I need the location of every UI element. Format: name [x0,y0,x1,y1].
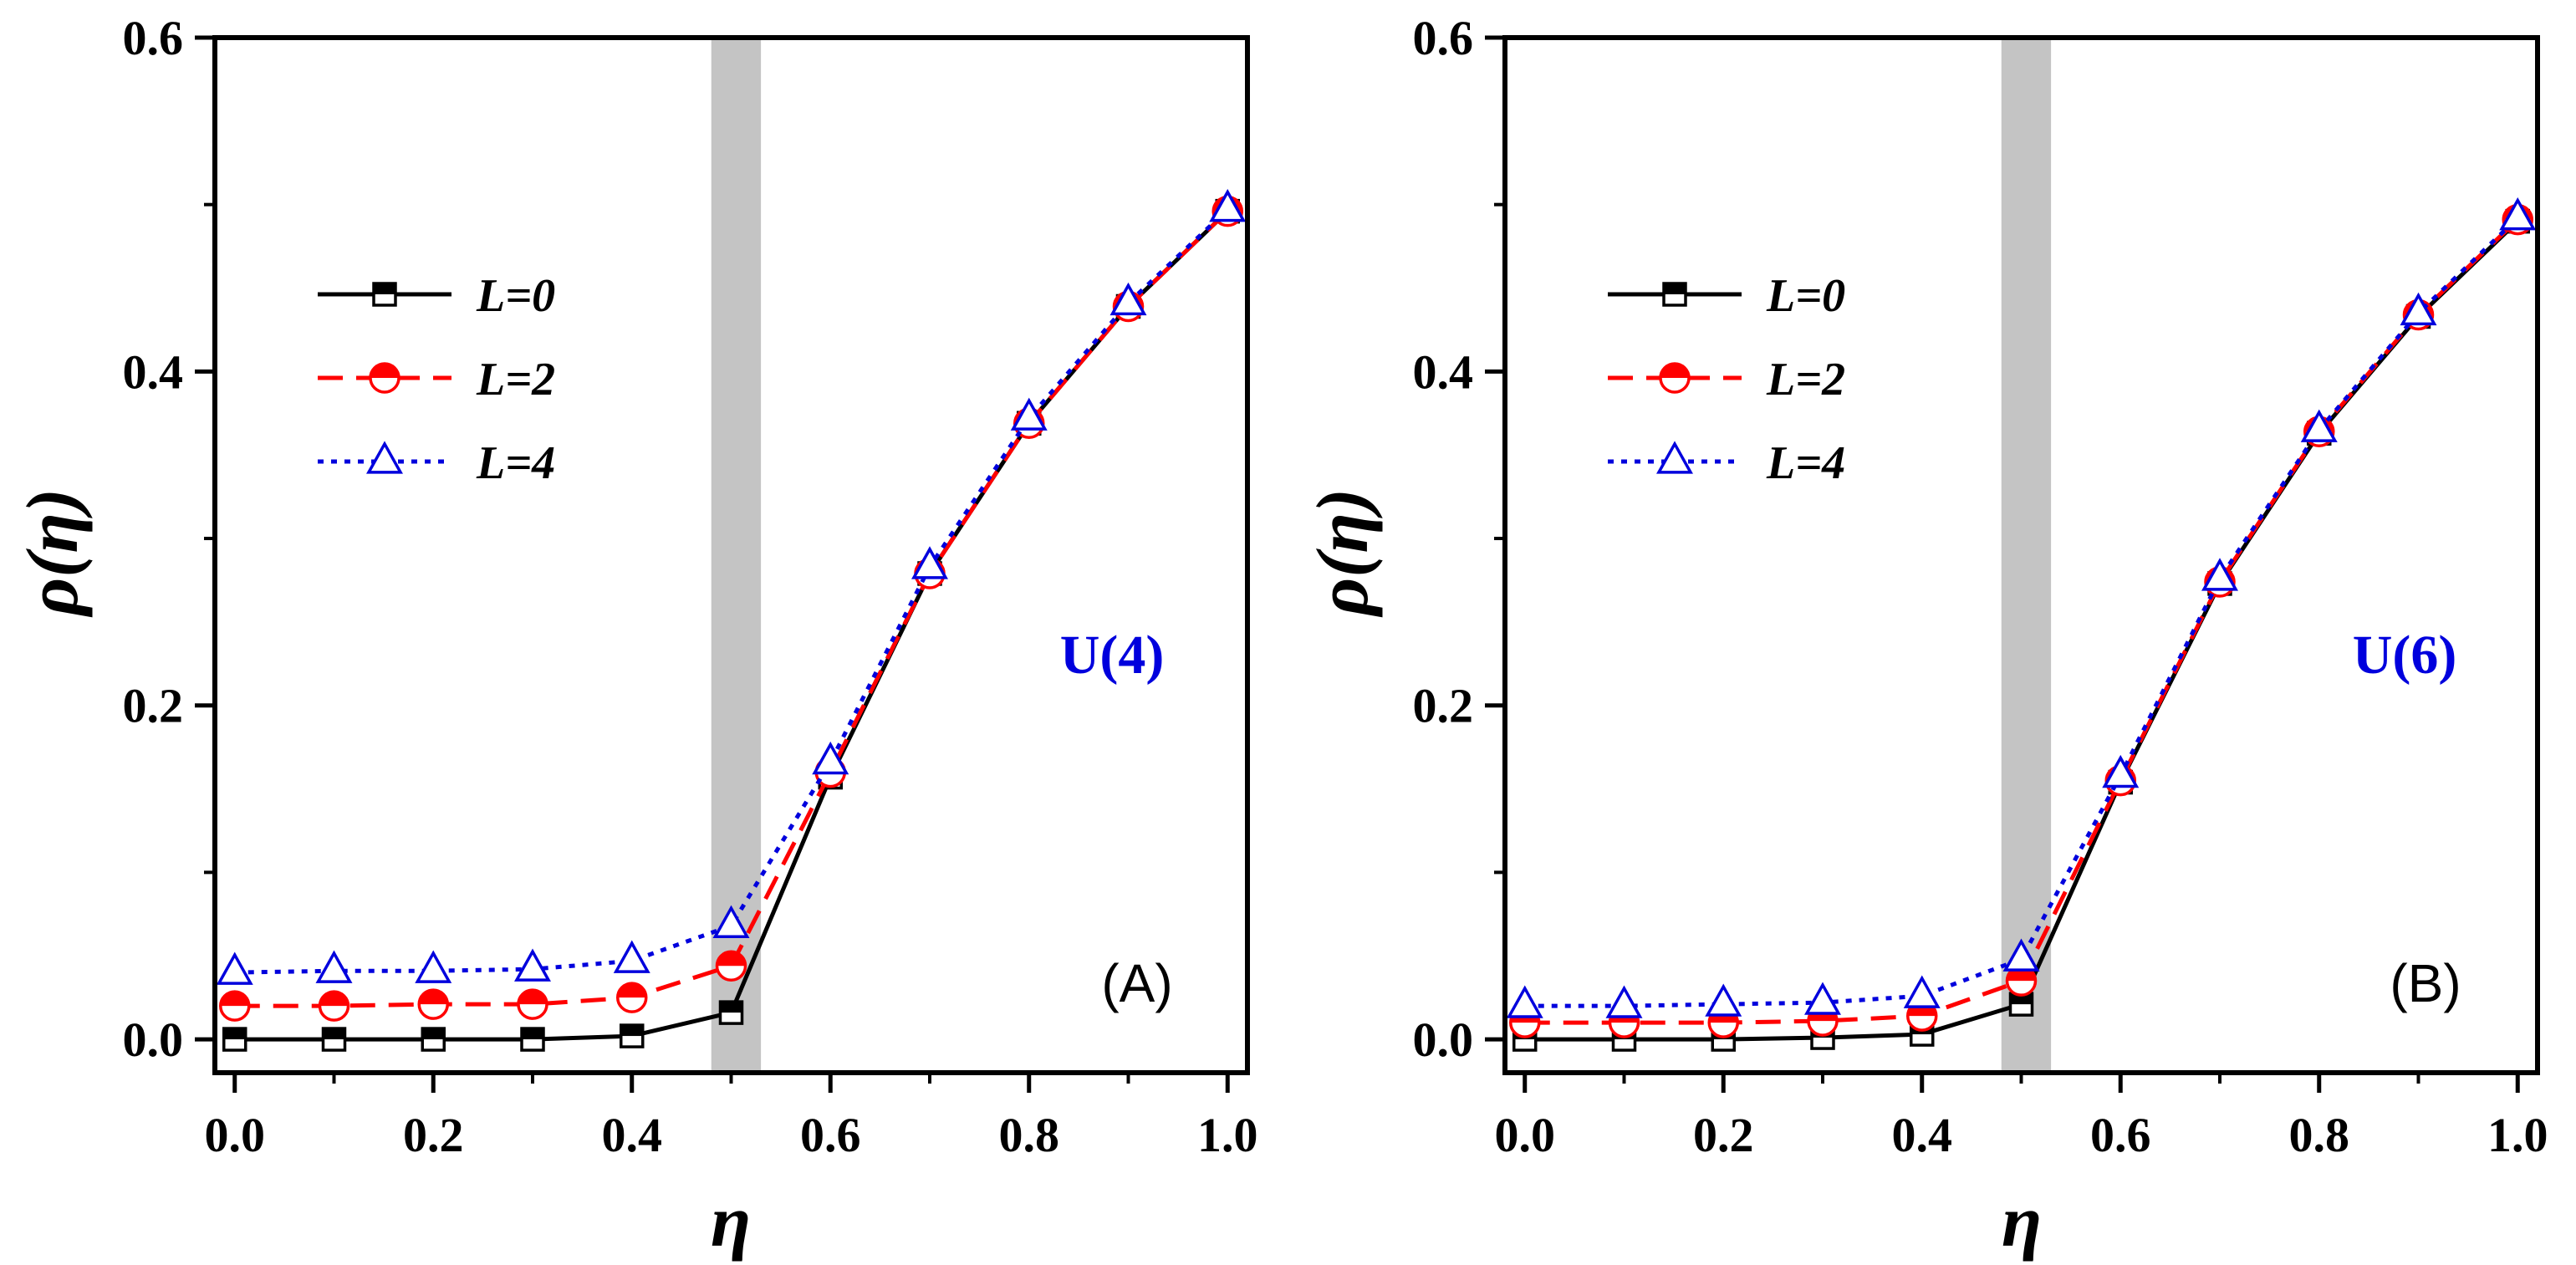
panel-b-series-l-4-point [2499,196,2537,231]
panel-a-x-tick-label: 0.4 [602,1108,663,1162]
panel-b-y-tick-label: 0.6 [1413,11,1474,65]
panel-b-series-l-4-point [2002,938,2040,972]
panel-a-series-l-2-point [219,990,251,1022]
panel-b-group-label: U(6) [2353,625,2457,686]
panel-a-series-l-0-point [222,1027,247,1052]
panel-b-y-tick-label: 0.4 [1413,344,1474,399]
panel-a-y-tick-label: 0.2 [123,679,184,733]
panel-a-series-l-4-point [315,950,353,983]
panel-a-x-tick-label: 0.2 [403,1108,464,1162]
panel-b-x-tick-label: 0.4 [1892,1108,1953,1162]
panel-a-group-label: U(4) [1060,625,1165,686]
panel-b-legend-l-0-label: L=0 [1766,270,1845,322]
panel-a-x-tick-label: 0.6 [800,1108,861,1162]
panel-a-series-l-0-point [321,1027,347,1052]
panel-b-y-axis-label: ρ(η) [1303,488,1384,618]
panel-b-legend-l-0-marker [1662,282,1687,307]
panel-b-legend: L=0 L=2 L=4 [1608,270,1845,489]
panel-a-series-l-4-point [514,948,551,982]
panel-b-y-tick-label: 0.0 [1413,1013,1474,1067]
panel-b-series-l-4-point [1804,982,1841,1015]
panel-b-x-tick-label: 0.2 [1693,1108,1754,1162]
panel-b-series-l-4-point [2300,409,2338,442]
panel-a-series-l-4-point [712,905,750,938]
panel-a: 0.0 0.2 0.4 0.6 0.8 1.0 0.0 0.2 0.4 0.6 L=0 L=2 L=4 U… [13,11,1258,1262]
panel-a-legend-l-0-label: L=0 [476,270,555,322]
panel-b-series-l-4-point [1903,975,1941,1008]
panel-a-legend-l-4-label: L=4 [476,437,555,489]
panel-a-y-tick-label: 0.4 [123,344,184,399]
panel-a-legend-l-0-marker [372,282,397,307]
panel-b-series-l-4-point [2400,292,2437,326]
panel-a-series-l-2-point [417,988,449,1020]
panel-a-legend-l-2-marker [369,362,400,394]
panel-b-series-l-4-point [1705,983,1742,1017]
panel-a-x-tick-label: 1.0 [1197,1108,1258,1162]
panel-b-series-l-4-point [2102,754,2140,788]
panel-a-series-l-4 [216,189,1247,985]
panel-a-series-l-0-point [620,1023,645,1048]
panel-b-legend-l-4-marker [1656,441,1693,474]
panel-b-plot-frame [1502,35,2540,1075]
panel-b-legend-l-2-marker [1659,362,1691,394]
panel-a-plot-frame [212,35,1250,1075]
panel-b-x-tick-label: 0.8 [2289,1108,2350,1162]
panel-a-shaded-region [711,38,762,1073]
panel-a-series-l-4-point [415,950,452,983]
panel-a-series-l-2-point [616,982,648,1013]
panel-a-x-tick-label: 0.0 [205,1108,266,1162]
panel-b: 0.0 0.2 0.4 0.6 0.8 1.0 0.0 0.2 0.4 0.6 L=0 L=2 L=4 U… [1303,11,2548,1262]
panel-b-panel-label: (B) [2390,953,2461,1013]
panel-b-y-tick-label: 0.2 [1413,679,1474,733]
panel-a-series-l-4-point [1209,189,1247,222]
panel-a-x-tick-label: 0.8 [999,1108,1060,1162]
panel-b-series-l-4-line [1524,216,2519,1008]
panel-a-series-l-4-point [1109,282,1147,316]
panel-a-y-axis-label: ρ(η) [13,488,94,618]
panel-b-x-tick-label: 0.0 [1495,1108,1556,1162]
panel-a-legend: L=0 L=2 L=4 [318,270,555,489]
panel-a-series-l-4-point [613,940,650,973]
panel-a-legend-l-2-label: L=2 [476,354,555,406]
panel-a-series-l-0-point [520,1027,545,1052]
panel-b-series-l-4 [1506,196,2537,1018]
panel-a-x-axis-label: η [711,1181,751,1262]
panel-a-series-l-2-point [715,950,747,982]
panel-b-series-l-4-point [1506,985,1543,1018]
panel-b-x-tick-label: 0.6 [2090,1108,2151,1162]
panel-b-legend-l-2-label: L=2 [1766,354,1845,406]
panel-a-series-l-2-point [517,988,548,1020]
panel-b-legend-l-4-label: L=4 [1766,437,1845,489]
panel-a-series-l-4-point [911,546,948,579]
panel-b-shaded-region [2001,38,2052,1073]
panel-a-series-l-4-point [216,951,253,985]
panel-a-series-l-4-point [812,741,849,775]
panel-a-series-l-2-point [318,990,350,1022]
panel-b-series-l-0-point [2008,992,2034,1017]
panel-a-series-l-0-point [421,1027,446,1052]
panel-b-x-axis-label: η [2002,1181,2042,1262]
panel-b-series-l-4-point [2201,558,2238,591]
panel-a-y-tick-label: 0.6 [123,11,184,65]
panel-a-legend-l-4-marker [366,441,403,474]
panel-a-series-l-4-point [1010,397,1048,431]
panel-a-series-l-4-line [234,207,1229,975]
panel-b-series-l-4-point [1605,985,1643,1018]
panel-b-x-tick-label: 1.0 [2487,1108,2548,1162]
panel-a-series-l-0-point [718,1000,744,1025]
panel-a-panel-label: (A) [1101,953,1172,1013]
panel-a-y-tick-label: 0.0 [123,1013,184,1067]
